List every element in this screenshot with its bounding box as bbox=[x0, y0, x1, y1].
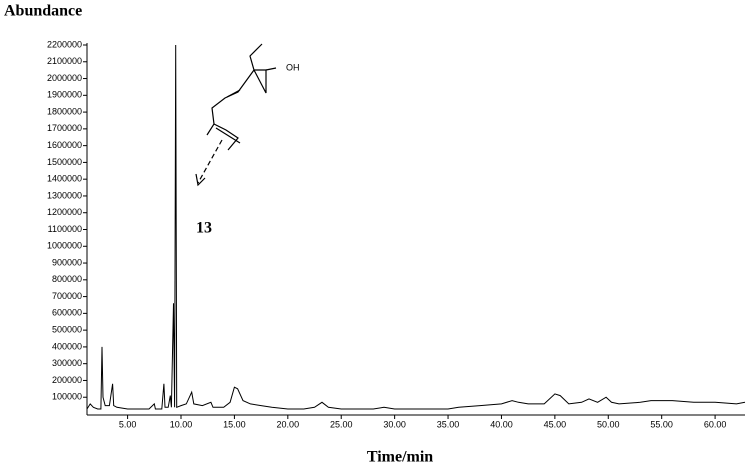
y-tick-label: 2100000 bbox=[47, 56, 82, 66]
x-tick-label: 10.00 bbox=[170, 419, 193, 429]
y-tick-label: 800000 bbox=[52, 274, 82, 284]
x-tick-label: 40.00 bbox=[490, 419, 513, 429]
y-tick-label: 100000 bbox=[52, 392, 82, 402]
y-tick-label: 1100000 bbox=[48, 224, 82, 234]
y-tick-label: 1000000 bbox=[47, 241, 82, 251]
x-tick-label: 5.00 bbox=[119, 419, 137, 429]
y-tick-label: 300000 bbox=[52, 358, 82, 368]
chromatogram-line bbox=[86, 44, 746, 410]
x-tick-label: 15.00 bbox=[223, 419, 246, 429]
x-tick-label: 30.00 bbox=[383, 419, 406, 429]
x-axis-title: Time/min bbox=[367, 449, 433, 466]
molecule-label: OH bbox=[286, 62, 300, 72]
y-tick-label: 1900000 bbox=[47, 90, 82, 100]
y-tick-label: 600000 bbox=[52, 308, 82, 318]
x-tick-label: 55.00 bbox=[650, 419, 673, 429]
y-tick-label: 500000 bbox=[52, 325, 82, 335]
molecule-structure bbox=[195, 43, 277, 187]
y-tick-label: 200000 bbox=[52, 375, 82, 385]
x-tick-label: 60.00 bbox=[704, 419, 727, 429]
y-axis-title: Abundance bbox=[4, 3, 82, 20]
y-tick-label: 400000 bbox=[52, 341, 82, 351]
y-tick-label: 1200000 bbox=[47, 207, 82, 217]
x-tick-label: 45.00 bbox=[544, 419, 567, 429]
y-tick-label: 900000 bbox=[52, 257, 82, 267]
y-tick-label: 2200000 bbox=[47, 39, 82, 49]
y-tick-label: 1700000 bbox=[47, 123, 82, 133]
y-tick-label: 1500000 bbox=[47, 157, 82, 167]
y-tick-label: 1400000 bbox=[47, 174, 82, 184]
peak-label: 13 bbox=[196, 220, 212, 237]
y-tick-label: 1300000 bbox=[47, 190, 82, 200]
x-tick-label: 35.00 bbox=[437, 419, 460, 429]
y-tick-label: 2000000 bbox=[47, 73, 82, 83]
x-tick-label: 50.00 bbox=[597, 419, 620, 429]
y-tick-label: 700000 bbox=[52, 291, 82, 301]
x-tick-label: 20.00 bbox=[277, 419, 300, 429]
y-tick-label: 1600000 bbox=[47, 140, 82, 150]
x-tick-label: 25.00 bbox=[330, 419, 353, 429]
y-tick-label: 1800000 bbox=[47, 106, 82, 116]
